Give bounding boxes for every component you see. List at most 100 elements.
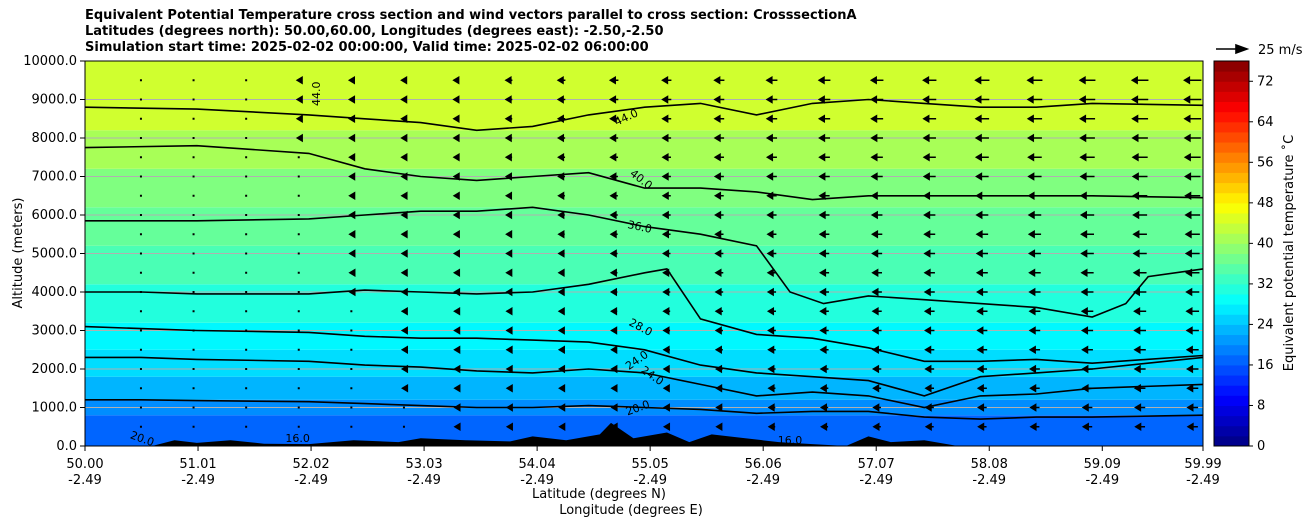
wind-vector <box>297 271 300 274</box>
wind-vector <box>557 326 565 335</box>
wind-vector <box>297 368 300 370</box>
wind-vector <box>402 406 405 409</box>
wind-vector <box>297 175 300 178</box>
wind-vector <box>1078 95 1096 104</box>
colorbar-swatch <box>1214 71 1249 82</box>
wind-vector <box>662 307 671 316</box>
wind-vector <box>610 345 618 354</box>
wind-vector <box>192 194 195 197</box>
colorbar-swatch <box>1214 121 1249 133</box>
colorbar-swatch <box>1214 253 1249 265</box>
wind-vector <box>1080 307 1094 316</box>
wind-vector <box>661 95 672 104</box>
wind-vector <box>504 153 513 162</box>
wind-vector <box>1028 307 1041 316</box>
wind-vector <box>504 95 513 104</box>
wind-vector <box>350 406 353 409</box>
wind-vector <box>504 172 513 181</box>
wind-vector <box>872 422 881 431</box>
wind-vector <box>923 268 935 277</box>
wind-vector <box>819 268 830 277</box>
wind-vector <box>139 79 142 82</box>
wind-vector <box>1133 307 1147 316</box>
colorbar-swatch <box>1214 405 1249 417</box>
wind-vector <box>975 268 988 277</box>
wind-vector <box>348 133 356 143</box>
wind-vector <box>505 249 513 258</box>
colorbar-tick-label: 16 <box>1257 358 1274 373</box>
wind-vectors <box>139 76 1202 431</box>
y-tick-label: 3000.0 <box>32 324 78 339</box>
x-tick-label-lon: -2.49 <box>520 473 554 488</box>
wind-vector <box>505 403 513 412</box>
wind-vector <box>1081 403 1093 412</box>
wind-vector <box>870 210 883 220</box>
wind-vector <box>139 214 142 216</box>
wind-vector <box>350 425 353 428</box>
wind-vector <box>297 329 300 332</box>
wind-vector <box>139 233 142 236</box>
wind-vector <box>348 287 356 297</box>
wind-vector <box>1184 172 1201 181</box>
colorbar-tick-label: 8 <box>1257 398 1265 413</box>
colorbar-label: Equivalent potential temperature ˚C <box>1281 135 1297 371</box>
colorbar-swatch <box>1214 304 1249 315</box>
wind-vector <box>1184 210 1201 220</box>
colorbar-tick-label: 48 <box>1257 196 1274 211</box>
wind-vector <box>453 287 461 297</box>
colorbar-swatch <box>1214 101 1249 113</box>
wind-vector <box>297 425 300 428</box>
wind-key-arrow <box>1216 43 1250 55</box>
wind-vector <box>1131 153 1148 162</box>
wind-vector <box>1131 172 1148 181</box>
wind-vector <box>139 175 142 178</box>
wind-vector <box>1027 210 1042 220</box>
wind-vector <box>977 403 987 412</box>
wind-vector <box>661 191 671 200</box>
wind-vector <box>1028 326 1041 335</box>
wind-vector <box>452 172 460 181</box>
wind-vector <box>1028 287 1041 297</box>
wind-vector <box>767 326 776 335</box>
wind-vector <box>1026 95 1043 104</box>
wind-vector <box>192 117 195 120</box>
wind-vector <box>139 329 142 332</box>
x-tick-label-lat: 58.08 <box>971 457 1008 472</box>
wind-vector <box>819 403 829 412</box>
wind-vector <box>818 133 831 143</box>
wind-vector <box>715 364 723 374</box>
y-tick-label: 5000.0 <box>32 247 78 262</box>
wind-vector <box>819 307 829 316</box>
wind-vector <box>870 191 883 200</box>
wind-vector <box>139 387 142 390</box>
colorbar-swatch <box>1214 354 1249 366</box>
colorbar-swatch <box>1214 263 1249 275</box>
chart-title: Equivalent Potential Temperature cross s… <box>85 8 857 56</box>
wind-vector <box>297 406 300 409</box>
wind-vector <box>1131 114 1149 123</box>
wind-vector <box>871 307 882 316</box>
wind-vector <box>609 95 619 104</box>
wind-vector <box>1026 76 1043 85</box>
x-tick-label-lat: 50.00 <box>66 457 103 472</box>
wind-key: 25 m/s <box>1216 43 1303 58</box>
wind-vector <box>192 79 195 82</box>
contour-line <box>84 325 1204 397</box>
wind-vector <box>1132 268 1147 277</box>
colorbar-swatch <box>1214 415 1249 427</box>
x-axis-label-longitude: Longitude (degrees E) <box>559 503 703 518</box>
wind-vector <box>139 137 142 139</box>
wind-vector <box>452 133 460 143</box>
wind-vector <box>192 175 195 178</box>
wind-vector <box>504 133 513 143</box>
wind-vector <box>1183 76 1202 85</box>
wind-vector <box>974 114 990 123</box>
wind-vector <box>1130 76 1149 85</box>
colorbar-swatch <box>1214 364 1249 376</box>
wind-vector <box>192 329 195 332</box>
wind-vector <box>923 230 936 239</box>
wind-vector <box>662 249 671 258</box>
colorbar-tick-label: 56 <box>1257 155 1274 170</box>
x-tick-label-lon: -2.49 <box>746 473 780 488</box>
contour-line <box>85 399 1204 420</box>
